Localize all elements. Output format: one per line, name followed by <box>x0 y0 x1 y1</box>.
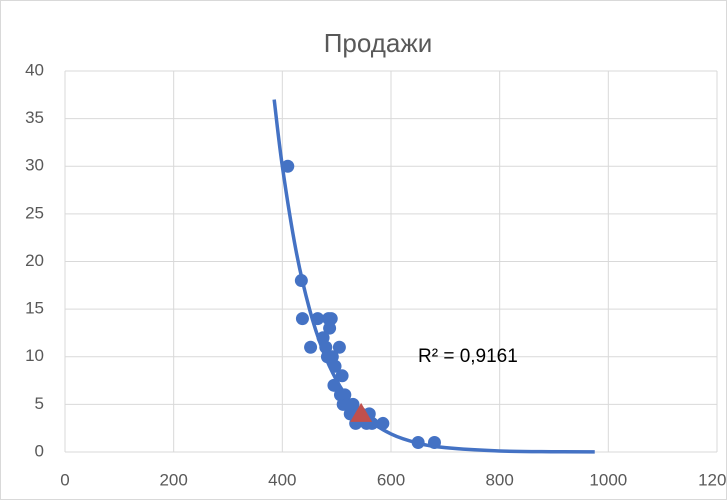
y-tick-label: 40 <box>25 60 44 79</box>
point <box>295 312 309 326</box>
point <box>427 435 441 449</box>
point <box>376 416 390 430</box>
point <box>328 359 342 373</box>
x-tick-label: 400 <box>268 470 296 489</box>
triangle-point <box>350 402 373 422</box>
point <box>346 397 360 411</box>
point <box>332 340 346 354</box>
point <box>411 435 425 449</box>
y-tick-label: 35 <box>25 108 44 127</box>
point <box>281 159 295 173</box>
x-tick-label: 1000 <box>589 470 627 489</box>
chart-title: Продажи <box>324 28 433 58</box>
point <box>304 340 318 354</box>
y-tick-label: 30 <box>25 156 44 175</box>
x-tick-label: 0 <box>60 470 69 489</box>
annotation: R² = 0,9161 <box>418 346 518 367</box>
x-tick-label: 1200 <box>698 470 727 489</box>
y-tick-label: 15 <box>25 299 44 318</box>
y-tick-label: 5 <box>35 394 44 413</box>
x-tick-label: 600 <box>377 470 405 489</box>
point <box>294 274 308 288</box>
x-tick-label: 800 <box>485 470 513 489</box>
point <box>311 312 325 326</box>
point <box>335 369 349 383</box>
point <box>327 378 341 392</box>
y-tick-label: 10 <box>25 346 44 365</box>
point <box>324 312 338 326</box>
y-tick-label: 25 <box>25 203 44 222</box>
x-tick-label: 200 <box>159 470 187 489</box>
y-tick-label: 20 <box>25 251 44 270</box>
y-tick-label: 0 <box>35 441 44 460</box>
